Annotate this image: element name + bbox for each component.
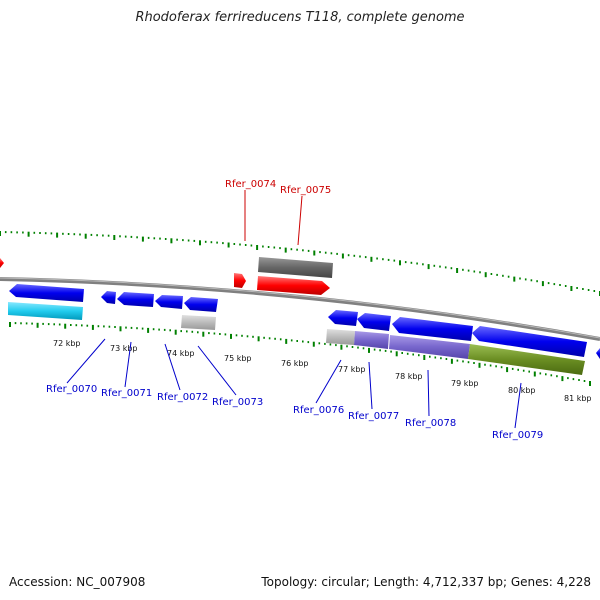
accession-text: Accession: NC_007908 [9,575,146,589]
scale-label-75: 75 kbp [224,354,252,363]
reverse-scale-ticks [9,322,591,386]
gene-feature-rfer-0073-pseudo[interactable] [181,315,216,330]
gene-feature-rfer-0078[interactable] [392,317,473,341]
gene-feature-rfer-0071[interactable] [117,292,154,307]
gene-label-rfer-0075[interactable]: Rfer_0075 [280,185,331,196]
callout-rfer-0071 [124,341,132,388]
gene-feature-rfer-0070[interactable] [9,284,84,302]
gene-feature-rfer-0077[interactable] [357,313,391,331]
gene-label-rfer-0077[interactable]: Rfer_0077 [348,411,399,422]
gene-feature-rfer-0070-rna[interactable] [8,302,83,320]
callout-rfer-0079 [514,382,522,429]
scale-label-78: 78 kbp [395,372,423,381]
scale-label-79: 79 kbp [451,379,479,388]
gene-feature-left-edge[interactable] [0,258,4,268]
scale-label-77: 77 kbp [338,365,366,374]
gene-labels: Rfer_0074 Rfer_0075 Rfer_0070 Rfer_0071 … [46,179,543,441]
scale-label-76: 76 kbp [281,359,309,368]
scale-label-73: 73 kbp [110,344,138,353]
gene-label-rfer-0076[interactable]: Rfer_0076 [293,405,344,416]
callout-rfer-0072 [164,343,181,391]
scale-labels: 72 kbp 73 kbp 74 kbp 75 kbp 76 kbp 77 kb… [53,339,592,403]
scale-label-81: 81 kbp [564,394,592,403]
callout-rfer-0078 [427,369,430,417]
cog-bar-olive[interactable] [468,344,585,375]
callout-rfer-0073 [197,345,237,396]
gene-label-rfer-0074[interactable]: Rfer_0074 [225,179,276,190]
gene-feature-rfer-0075-rna[interactable] [258,257,333,278]
cog-bar-purple-1[interactable] [354,331,389,349]
gene-label-rfer-0078[interactable]: Rfer_0078 [405,418,456,429]
forward-strand-features [0,257,333,295]
gene-feature-rfer-0075[interactable] [257,276,330,295]
gene-feature-rfer-0073[interactable] [184,297,218,312]
reverse-strand-features [8,284,600,375]
gene-feature-right-edge[interactable] [596,348,600,359]
gene-label-rfer-0072[interactable]: Rfer_0072 [157,392,208,403]
genome-summary-text: Topology: circular; Length: 4,712,337 bp… [261,575,591,589]
gene-feature-rfer-0072[interactable] [155,295,183,309]
callout-rfer-0070 [66,338,106,384]
gene-label-rfer-0079[interactable]: Rfer_0079 [492,430,543,441]
gene-feature-rfer-0074[interactable] [234,273,246,288]
callout-rfer-0076 [315,359,342,404]
gene-callout-lines [66,190,522,429]
gene-feature-rfer-0079[interactable] [472,326,587,357]
cog-bar-purple-2[interactable] [389,335,470,359]
cog-bar-pseudo[interactable] [326,329,355,345]
genome-backbone [0,277,600,341]
scale-label-74: 74 kbp [167,349,195,358]
gene-label-rfer-0070[interactable]: Rfer_0070 [46,384,97,395]
gene-feature-rfer-0076[interactable] [328,310,358,326]
gene-feature-rfer-0071a[interactable] [101,291,116,304]
scale-label-72: 72 kbp [53,339,81,348]
genome-backbone-highlight [0,277,600,339]
map-title: Rhodoferax ferrireducens T118, complete … [135,10,465,25]
scale-label-80: 80 kbp [508,386,536,395]
forward-scale-ticks [0,231,600,296]
gene-label-rfer-0073[interactable]: Rfer_0073 [212,397,263,408]
callout-rfer-0077 [368,361,373,410]
callout-rfer-0075 [297,195,303,246]
gene-label-rfer-0071[interactable]: Rfer_0071 [101,388,152,399]
